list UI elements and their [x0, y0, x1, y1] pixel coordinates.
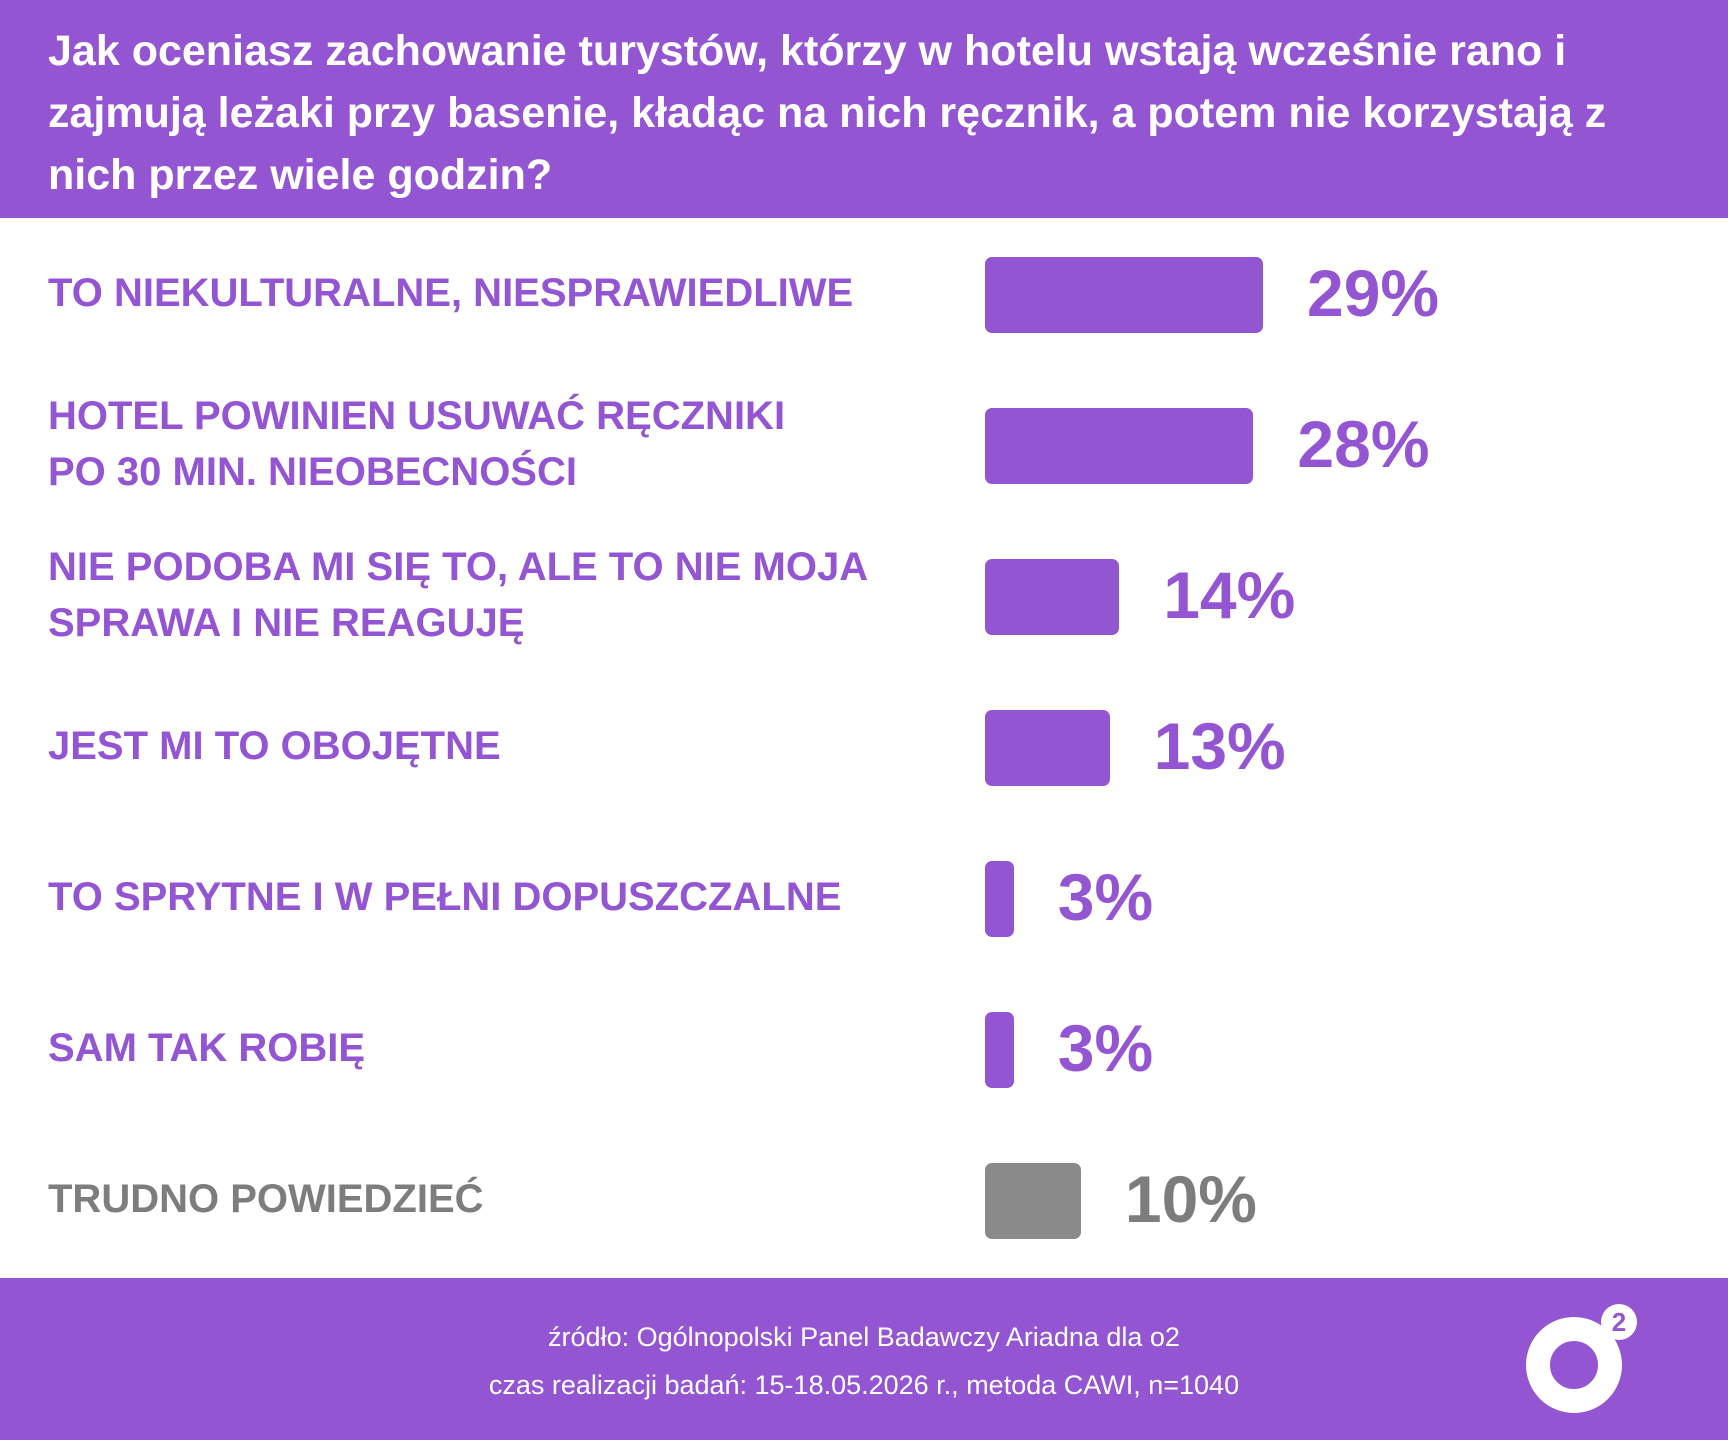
source-note: źródło: Ogólnopolski Panel Badawczy Aria…: [548, 1322, 1180, 1352]
bar-row: TO NIEKULTURALNE, NIESPRAWIEDLIWE 29%: [0, 218, 1728, 368]
survey-details: czas realizacji badań: 15-18.05.2026 r.,…: [488, 1370, 1240, 1400]
logo-superscript-2: 2: [1612, 1307, 1626, 1337]
bar-row: SAM TAK ROBIĘ 3%: [0, 973, 1728, 1123]
bar: [985, 257, 1263, 333]
value-label: 13%: [1153, 709, 1286, 783]
category-label: TO SPRYTNE I W PEŁNI DOPUSZCZALNE: [48, 875, 842, 919]
bar: [985, 861, 1014, 937]
bar-chart: TO NIEKULTURALNE, NIESPRAWIEDLIWE 29% HOTE…: [0, 218, 1728, 1278]
bar-row: TRUDNO POWIEDZIEĆ 10%: [0, 1124, 1728, 1274]
bar-row: NIE PODOBA MI SIĘ TO, ALE TO NIE MOJA SP…: [0, 520, 1728, 670]
bar: [985, 1163, 1081, 1239]
category-label: JEST MI TO OBOJĘTNE: [48, 724, 501, 768]
logo-ring: [1526, 1317, 1622, 1413]
category-label: SAM TAK ROBIĘ: [48, 1026, 366, 1070]
category-label: HOTEL POWINIEN USUWAĆ RĘCZNIKI PO 30 MIN…: [48, 394, 786, 494]
o2-logo-icon: 2: [1526, 1304, 1637, 1413]
bar: [985, 1012, 1014, 1088]
value-label: 14%: [1163, 558, 1296, 632]
bar-row: TO SPRYTNE I W PEŁNI DOPUSZCZALNE 3%: [0, 822, 1728, 972]
chart-title: Jak oceniasz zachowanie turystów, którzy…: [48, 27, 1607, 199]
footer: źródło: Ogólnopolski Panel Badawczy Aria…: [0, 1278, 1728, 1440]
value-label: 10%: [1124, 1162, 1257, 1236]
header: Jak oceniasz zachowanie turystów, którzy…: [0, 0, 1728, 218]
bar-row: HOTEL POWINIEN USUWAĆ RĘCZNIKI PO 30 MIN…: [0, 369, 1728, 519]
category-label: TO NIEKULTURALNE, NIESPRAWIEDLIWE: [48, 271, 854, 315]
category-label: TRUDNO POWIEDZIEĆ: [48, 1177, 484, 1221]
bar: [985, 710, 1110, 786]
logo-superscript-circle: [1601, 1304, 1637, 1340]
value-label: 28%: [1297, 407, 1430, 481]
bar-row: JEST MI TO OBOJĘTNE 13%: [0, 671, 1728, 821]
bar: [985, 559, 1120, 635]
category-label: NIE PODOBA MI SIĘ TO, ALE TO NIE MOJA SP…: [48, 545, 869, 645]
value-label: 3%: [1057, 1011, 1154, 1085]
bar: [985, 408, 1254, 484]
value-label: 29%: [1307, 256, 1440, 330]
value-label: 3%: [1057, 860, 1154, 934]
